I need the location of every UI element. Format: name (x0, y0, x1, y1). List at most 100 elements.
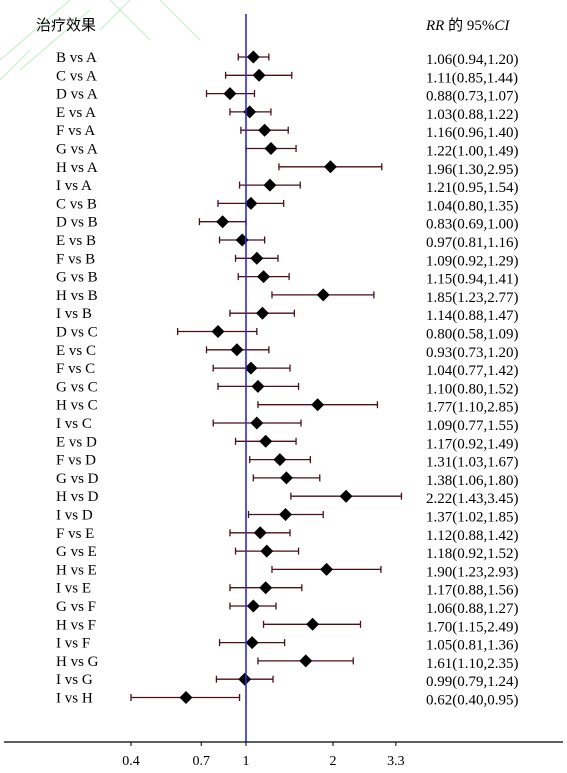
comparison-label: E vs B (56, 233, 96, 249)
rr-ci-value: 1.17(0.88,1.56) (426, 583, 519, 599)
rr-ci-value: 1.90(1.23,2.93) (426, 564, 519, 580)
forest-row: G vs A 1.22(1.00,1.49) (56, 142, 519, 160)
x-tick-label: 3.3 (387, 754, 405, 769)
ci-header-mid: 的 95% (444, 17, 494, 34)
forest-row: F vs C 1.04(0.77,1.42) (56, 361, 519, 379)
watermark-line (99, 0, 131, 31)
comparison-label: H vs F (56, 617, 96, 633)
rr-ci-value: 1.12(0.88,1.42) (426, 528, 519, 544)
forest-row: D vs B 0.83(0.69,1.00) (56, 215, 519, 233)
x-axis: 0.4 0.7 1 2 3.3 (4, 741, 563, 769)
rr-point-marker (211, 325, 225, 338)
rr-ci-value: 1.10(0.80,1.52) (426, 381, 519, 397)
rr-ci-value: 1.85(1.23,2.77) (426, 290, 519, 306)
comparison-label: I vs E (56, 581, 91, 597)
rr-point-marker (259, 581, 273, 595)
rr-ci-value: 0.80(0.58,1.09) (426, 327, 519, 343)
rr-ci-value: 1.14(0.88,1.47) (426, 308, 519, 324)
comparison-label: G vs D (56, 471, 99, 487)
rr-point-marker (279, 508, 293, 521)
x-tick-label: 1 (243, 754, 250, 769)
forest-row: E vs C 0.93(0.73,1.20) (56, 343, 519, 361)
rr-point-marker (179, 691, 193, 704)
comparison-label: F vs D (56, 453, 96, 469)
comparison-label: G vs F (56, 599, 96, 615)
comparison-label: G vs C (56, 379, 98, 395)
watermark-line (19, 9, 91, 71)
rr-point-marker (246, 50, 260, 64)
rr-ci-value: 0.88(0.73,1.07) (426, 89, 519, 105)
rr-point-marker (257, 270, 271, 284)
rr-point-marker (299, 654, 313, 668)
comparison-label: G vs B (56, 270, 98, 286)
rr-point-marker (316, 288, 330, 302)
rr-point-marker (250, 251, 264, 265)
rr-point-marker (255, 306, 269, 320)
comparison-label: C vs A (56, 68, 97, 84)
forest-row: G vs D 1.38(1.06,1.80) (56, 471, 519, 489)
rr-ci-value: 1.09(0.92,1.29) (426, 253, 519, 269)
rr-point-marker (320, 562, 334, 576)
rr-ci-value: 1.21(0.95,1.54) (426, 180, 519, 196)
comparison-label: F vs E (56, 526, 94, 542)
comparison-label: F vs C (56, 361, 95, 377)
x-tick-label: 0.4 (122, 754, 140, 769)
comparison-label: F vs B (56, 251, 95, 267)
rr-point-marker (246, 599, 260, 613)
comparison-label: F vs A (56, 123, 95, 139)
rr-point-marker (259, 434, 273, 448)
rr-ci-value: 1.09(0.77,1.55) (426, 418, 519, 434)
forest-row: I vs B 1.14(0.88,1.47) (56, 306, 519, 324)
forest-row: F vs D 1.31(1.03,1.67) (56, 453, 519, 471)
forest-row: B vs A 1.06(0.94,1.20) (56, 50, 519, 68)
forest-row: I vs D 1.37(1.02,1.85) (56, 508, 519, 526)
comparison-label: H vs D (56, 489, 99, 505)
rr-point-marker (323, 160, 337, 174)
comparison-label: I vs D (56, 508, 93, 524)
forest-row: I vs E 1.17(0.88,1.56) (56, 581, 519, 599)
forest-row: I vs C 1.09(0.77,1.55) (56, 416, 519, 434)
comparison-label: I vs B (56, 306, 92, 322)
comparison-label: H vs E (56, 562, 97, 578)
forest-row: G vs B 1.15(0.94,1.41) (56, 270, 519, 288)
forest-row: H vs F 1.70(1.15,2.49) (56, 617, 519, 635)
rr-ci-value: 1.15(0.94,1.41) (426, 272, 519, 288)
rr-ci-value: 1.61(1.10,2.35) (426, 656, 519, 672)
rr-ci-value: 1.77(1.10,2.85) (426, 400, 519, 416)
rr-ci-value: 0.97(0.81,1.16) (426, 235, 519, 251)
forest-row: G vs C 1.10(0.80,1.52) (56, 379, 519, 397)
rr-ci-value: 0.83(0.69,1.00) (426, 217, 519, 233)
watermark-line (0, 0, 71, 61)
rr-point-marker (264, 142, 278, 155)
forest-row: F vs A 1.16(0.96,1.40) (56, 123, 519, 141)
rr-ci-value: 1.04(0.77,1.42) (426, 363, 519, 379)
rr-ci-value: 1.16(0.96,1.40) (426, 125, 519, 141)
rr-ci-value: 1.22(1.00,1.49) (426, 144, 519, 160)
watermark-line (109, 0, 151, 41)
rr-point-marker (260, 544, 274, 558)
forest-row: I vs A 1.21(0.95,1.54) (56, 178, 519, 196)
rr-point-marker (311, 398, 325, 412)
rr-point-marker (253, 526, 267, 540)
rr-point-marker (216, 215, 230, 229)
forest-row: D vs A 0.88(0.73,1.07) (56, 87, 519, 105)
comparison-label: D vs B (56, 215, 98, 231)
comparison-label: H vs G (56, 654, 99, 670)
rr-point-marker (273, 453, 287, 467)
rr-point-marker (244, 361, 258, 375)
rr-header-part: RR (425, 18, 444, 34)
forest-row: F vs B 1.09(0.92,1.29) (56, 251, 519, 269)
rr-point-marker (339, 489, 353, 503)
rr-ci-value: 1.31(1.03,1.67) (426, 455, 519, 471)
comparison-label: I vs C (56, 416, 92, 432)
comparison-label: E vs A (56, 105, 96, 121)
x-tick-label: 0.7 (192, 754, 210, 769)
comparison-label: D vs A (56, 87, 98, 103)
rr-point-marker (250, 416, 264, 430)
forest-row: I vs F 1.05(0.81,1.36) (56, 636, 519, 654)
comparison-label: G vs A (56, 142, 98, 158)
watermark-pattern (0, 0, 201, 81)
forest-row: E vs D 1.17(0.92,1.49) (56, 434, 519, 452)
comparison-label: I vs H (56, 691, 93, 707)
